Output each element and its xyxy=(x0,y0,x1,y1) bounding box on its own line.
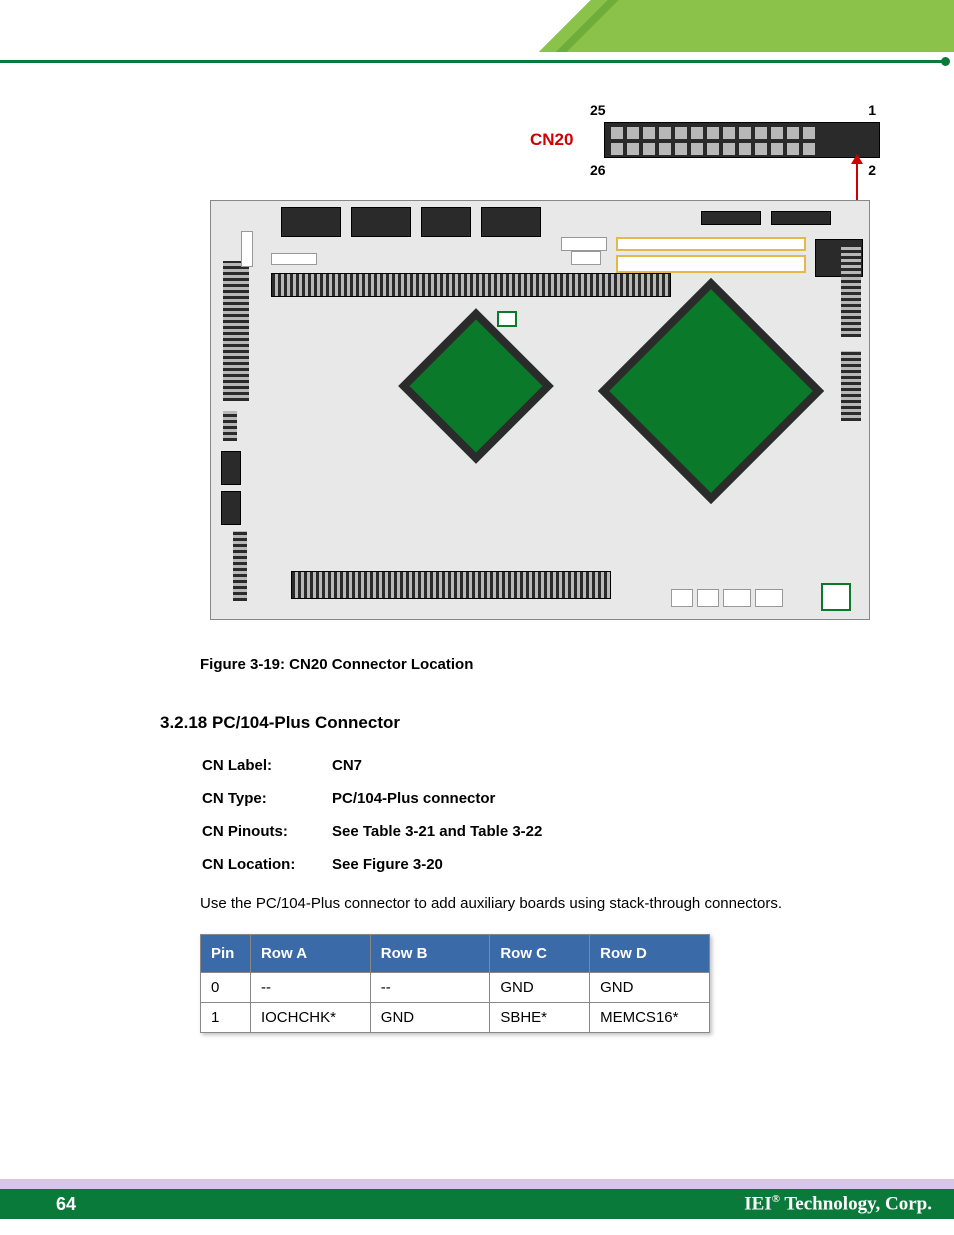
cell: -- xyxy=(250,973,370,1003)
edge-conn xyxy=(771,211,831,225)
detail-value: CN7 xyxy=(332,757,362,774)
cell: -- xyxy=(370,973,490,1003)
cell: IOCHCHK* xyxy=(250,1003,370,1033)
detail-key: CN Type: xyxy=(202,790,332,807)
dark-header xyxy=(221,451,241,485)
small-pad xyxy=(561,237,607,251)
edge-conn xyxy=(421,207,471,237)
small-pad xyxy=(571,251,601,265)
cell: GND xyxy=(590,973,710,1003)
pin-label-2: 2 xyxy=(868,162,876,178)
pin-label-26: 26 xyxy=(590,162,606,178)
chip-small xyxy=(398,308,554,464)
connector-details: CN Label:CN7 CN Type:PC/104-Plus connect… xyxy=(202,757,880,873)
cell: 1 xyxy=(201,1003,251,1033)
section-heading: 3.2.18 PC/104-Plus Connector xyxy=(160,713,880,733)
footer-accent xyxy=(0,1179,954,1189)
cn20-label: CN20 xyxy=(530,130,573,150)
dark-header xyxy=(221,491,241,525)
footer-bar: 64 IEI® Technology, Corp. xyxy=(0,1189,954,1219)
col-row-a: Row A xyxy=(250,935,370,973)
callout-arrow-line xyxy=(856,158,858,206)
cn20-connector-callout: 25 1 26 2 CN20 xyxy=(580,100,880,180)
edge-conn xyxy=(481,207,541,237)
left-header-1 xyxy=(223,261,249,401)
header-accent xyxy=(534,0,954,52)
edge-conn xyxy=(701,211,761,225)
edge-conn xyxy=(281,207,341,237)
pin-row-top xyxy=(611,127,873,139)
detail-row: CN Label:CN7 xyxy=(202,757,880,774)
small-pad xyxy=(755,589,783,607)
green-pad xyxy=(497,311,517,327)
cell: SBHE* xyxy=(490,1003,590,1033)
left-header-3 xyxy=(233,531,247,601)
col-pin: Pin xyxy=(201,935,251,973)
detail-row: CN Location:See Figure 3-20 xyxy=(202,856,880,873)
detail-value: PC/104-Plus connector xyxy=(332,790,495,807)
callout-arrow-head xyxy=(851,154,863,164)
left-header-2 xyxy=(223,411,237,441)
cell: MEMCS16* xyxy=(590,1003,710,1033)
corner-pad-br xyxy=(821,583,851,611)
cell: GND xyxy=(490,973,590,1003)
cn20-header-block xyxy=(604,122,880,158)
small-pad xyxy=(697,589,719,607)
pin-row-bottom xyxy=(611,143,873,155)
page-footer: 64 IEI® Technology, Corp. xyxy=(0,1180,954,1235)
table-row: 1 IOCHCHK* GND SBHE* MEMCS16* xyxy=(201,1003,710,1033)
pin-label-25: 25 xyxy=(590,102,606,118)
figure-cn20: 25 1 26 2 CN20 xyxy=(190,100,890,630)
header-rule xyxy=(0,60,944,63)
small-pad xyxy=(271,253,317,265)
yellow-header xyxy=(616,237,806,251)
right-header-1 xyxy=(841,247,861,337)
detail-row: CN Type:PC/104-Plus connector xyxy=(202,790,880,807)
wide-header-bottom xyxy=(291,571,611,599)
wide-header-top xyxy=(271,273,671,297)
yellow-header xyxy=(616,255,806,273)
col-row-c: Row C xyxy=(490,935,590,973)
detail-row: CN Pinouts:See Table 3-21 and Table 3-22 xyxy=(202,823,880,840)
col-row-b: Row B xyxy=(370,935,490,973)
board-diagram xyxy=(210,200,870,620)
figure-caption: Figure 3-19: CN20 Connector Location xyxy=(200,656,880,673)
col-row-d: Row D xyxy=(590,935,710,973)
detail-key: CN Pinouts: xyxy=(202,823,332,840)
cell: GND xyxy=(370,1003,490,1033)
small-pad xyxy=(671,589,693,607)
chip-large xyxy=(598,278,824,504)
detail-value: See Table 3-21 and Table 3-22 xyxy=(332,823,542,840)
detail-value: See Figure 3-20 xyxy=(332,856,443,873)
cell: 0 xyxy=(201,973,251,1003)
table-row: 0 -- -- GND GND xyxy=(201,973,710,1003)
table-header-row: Pin Row A Row B Row C Row D xyxy=(201,935,710,973)
detail-key: CN Location: xyxy=(202,856,332,873)
page-content: 25 1 26 2 CN20 xyxy=(160,100,880,1033)
small-pad xyxy=(723,589,751,607)
edge-conn xyxy=(351,207,411,237)
page-number: 64 xyxy=(0,1189,132,1219)
brand-footer: IEI® Technology, Corp. xyxy=(132,1189,954,1219)
pinout-table: Pin Row A Row B Row C Row D 0 -- -- GND … xyxy=(200,934,710,1033)
detail-key: CN Label: xyxy=(202,757,332,774)
pin-label-1: 1 xyxy=(868,102,876,118)
paragraph: Use the PC/104-Plus connector to add aux… xyxy=(200,895,880,912)
right-header-2 xyxy=(841,351,861,421)
page-header xyxy=(0,0,954,78)
small-pad xyxy=(241,231,253,267)
